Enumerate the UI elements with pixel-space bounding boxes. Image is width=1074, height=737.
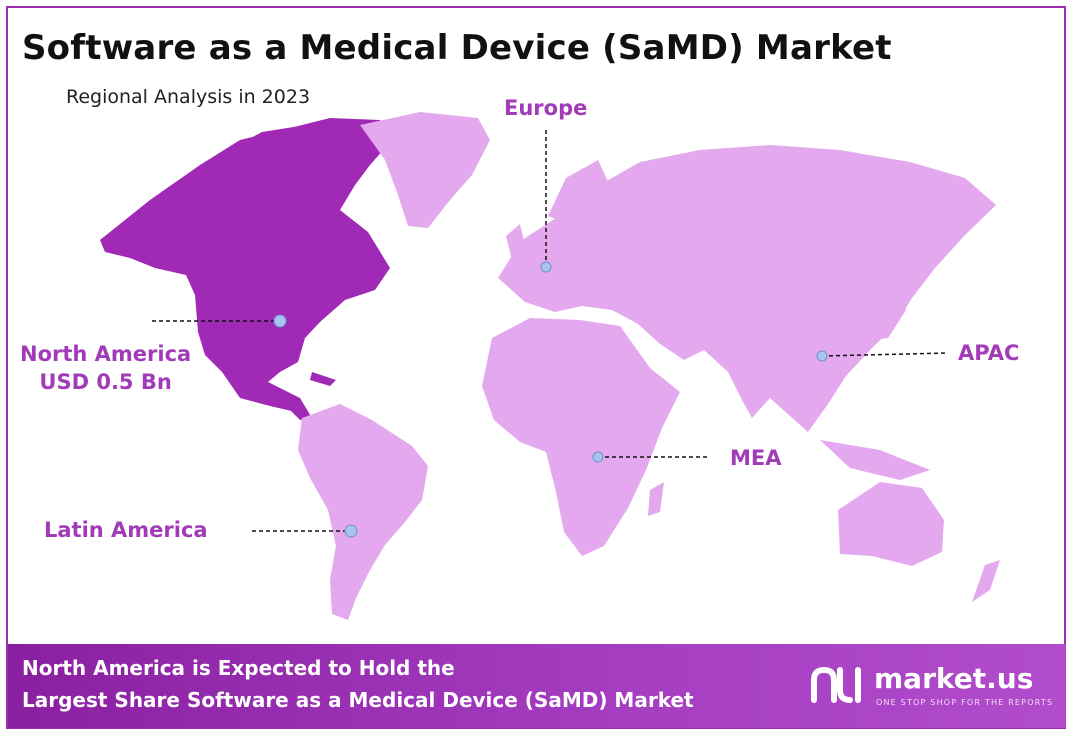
arctic-islands-shape	[232, 126, 300, 150]
north-america-name: North America	[20, 342, 192, 366]
central-america-shape	[268, 382, 312, 420]
banner-line-2: Largest Share Software as a Medical Devi…	[22, 688, 694, 712]
japan-shape	[872, 280, 906, 340]
apac-leader	[821, 352, 949, 357]
europe-label: Europe	[504, 96, 588, 120]
mea-marker	[592, 451, 604, 463]
greenland-shape	[360, 112, 490, 228]
madagascar-shape	[648, 482, 664, 516]
banner-text: North America is Expected to Hold the La…	[22, 652, 694, 716]
australia-shape	[838, 482, 944, 566]
brand-name: market.us	[874, 662, 1034, 695]
brand-logo: market.us ONE STOP SHOP FOR THE REPORTS	[808, 656, 1058, 716]
apac-label: APAC	[958, 341, 1020, 365]
north-america-label: North America USD 0.5 Bn	[20, 340, 191, 396]
latin-america-label: Latin America	[44, 518, 208, 542]
mea-label: MEA	[730, 446, 782, 470]
latin-america-marker	[344, 524, 358, 538]
north-america-shape	[100, 118, 392, 412]
eurasia-shape	[498, 145, 996, 432]
apac-marker	[816, 350, 828, 362]
banner-line-1: North America is Expected to Hold the	[22, 656, 455, 680]
europe-marker	[540, 261, 552, 273]
north-america-marker	[273, 314, 287, 328]
caribbean-shape	[310, 372, 336, 386]
region-north-america	[100, 118, 392, 420]
north-america-value: USD 0.5 Bn	[39, 370, 172, 394]
footer-banner: North America is Expected to Hold the La…	[8, 644, 1066, 728]
market-us-logo-icon	[811, 666, 861, 703]
scandinavia-shape	[548, 160, 610, 226]
brand-tagline: ONE STOP SHOP FOR THE REPORTS	[876, 698, 1054, 707]
new-zealand-shape	[972, 560, 1000, 602]
page-subtitle: Regional Analysis in 2023	[66, 86, 311, 108]
se-asia-islands-shape	[820, 440, 930, 480]
uk-shape	[506, 224, 526, 260]
page-title: Software as a Medical Device (SaMD) Mark…	[22, 28, 892, 68]
africa-shape	[482, 318, 680, 556]
south-america-shape	[298, 404, 428, 620]
